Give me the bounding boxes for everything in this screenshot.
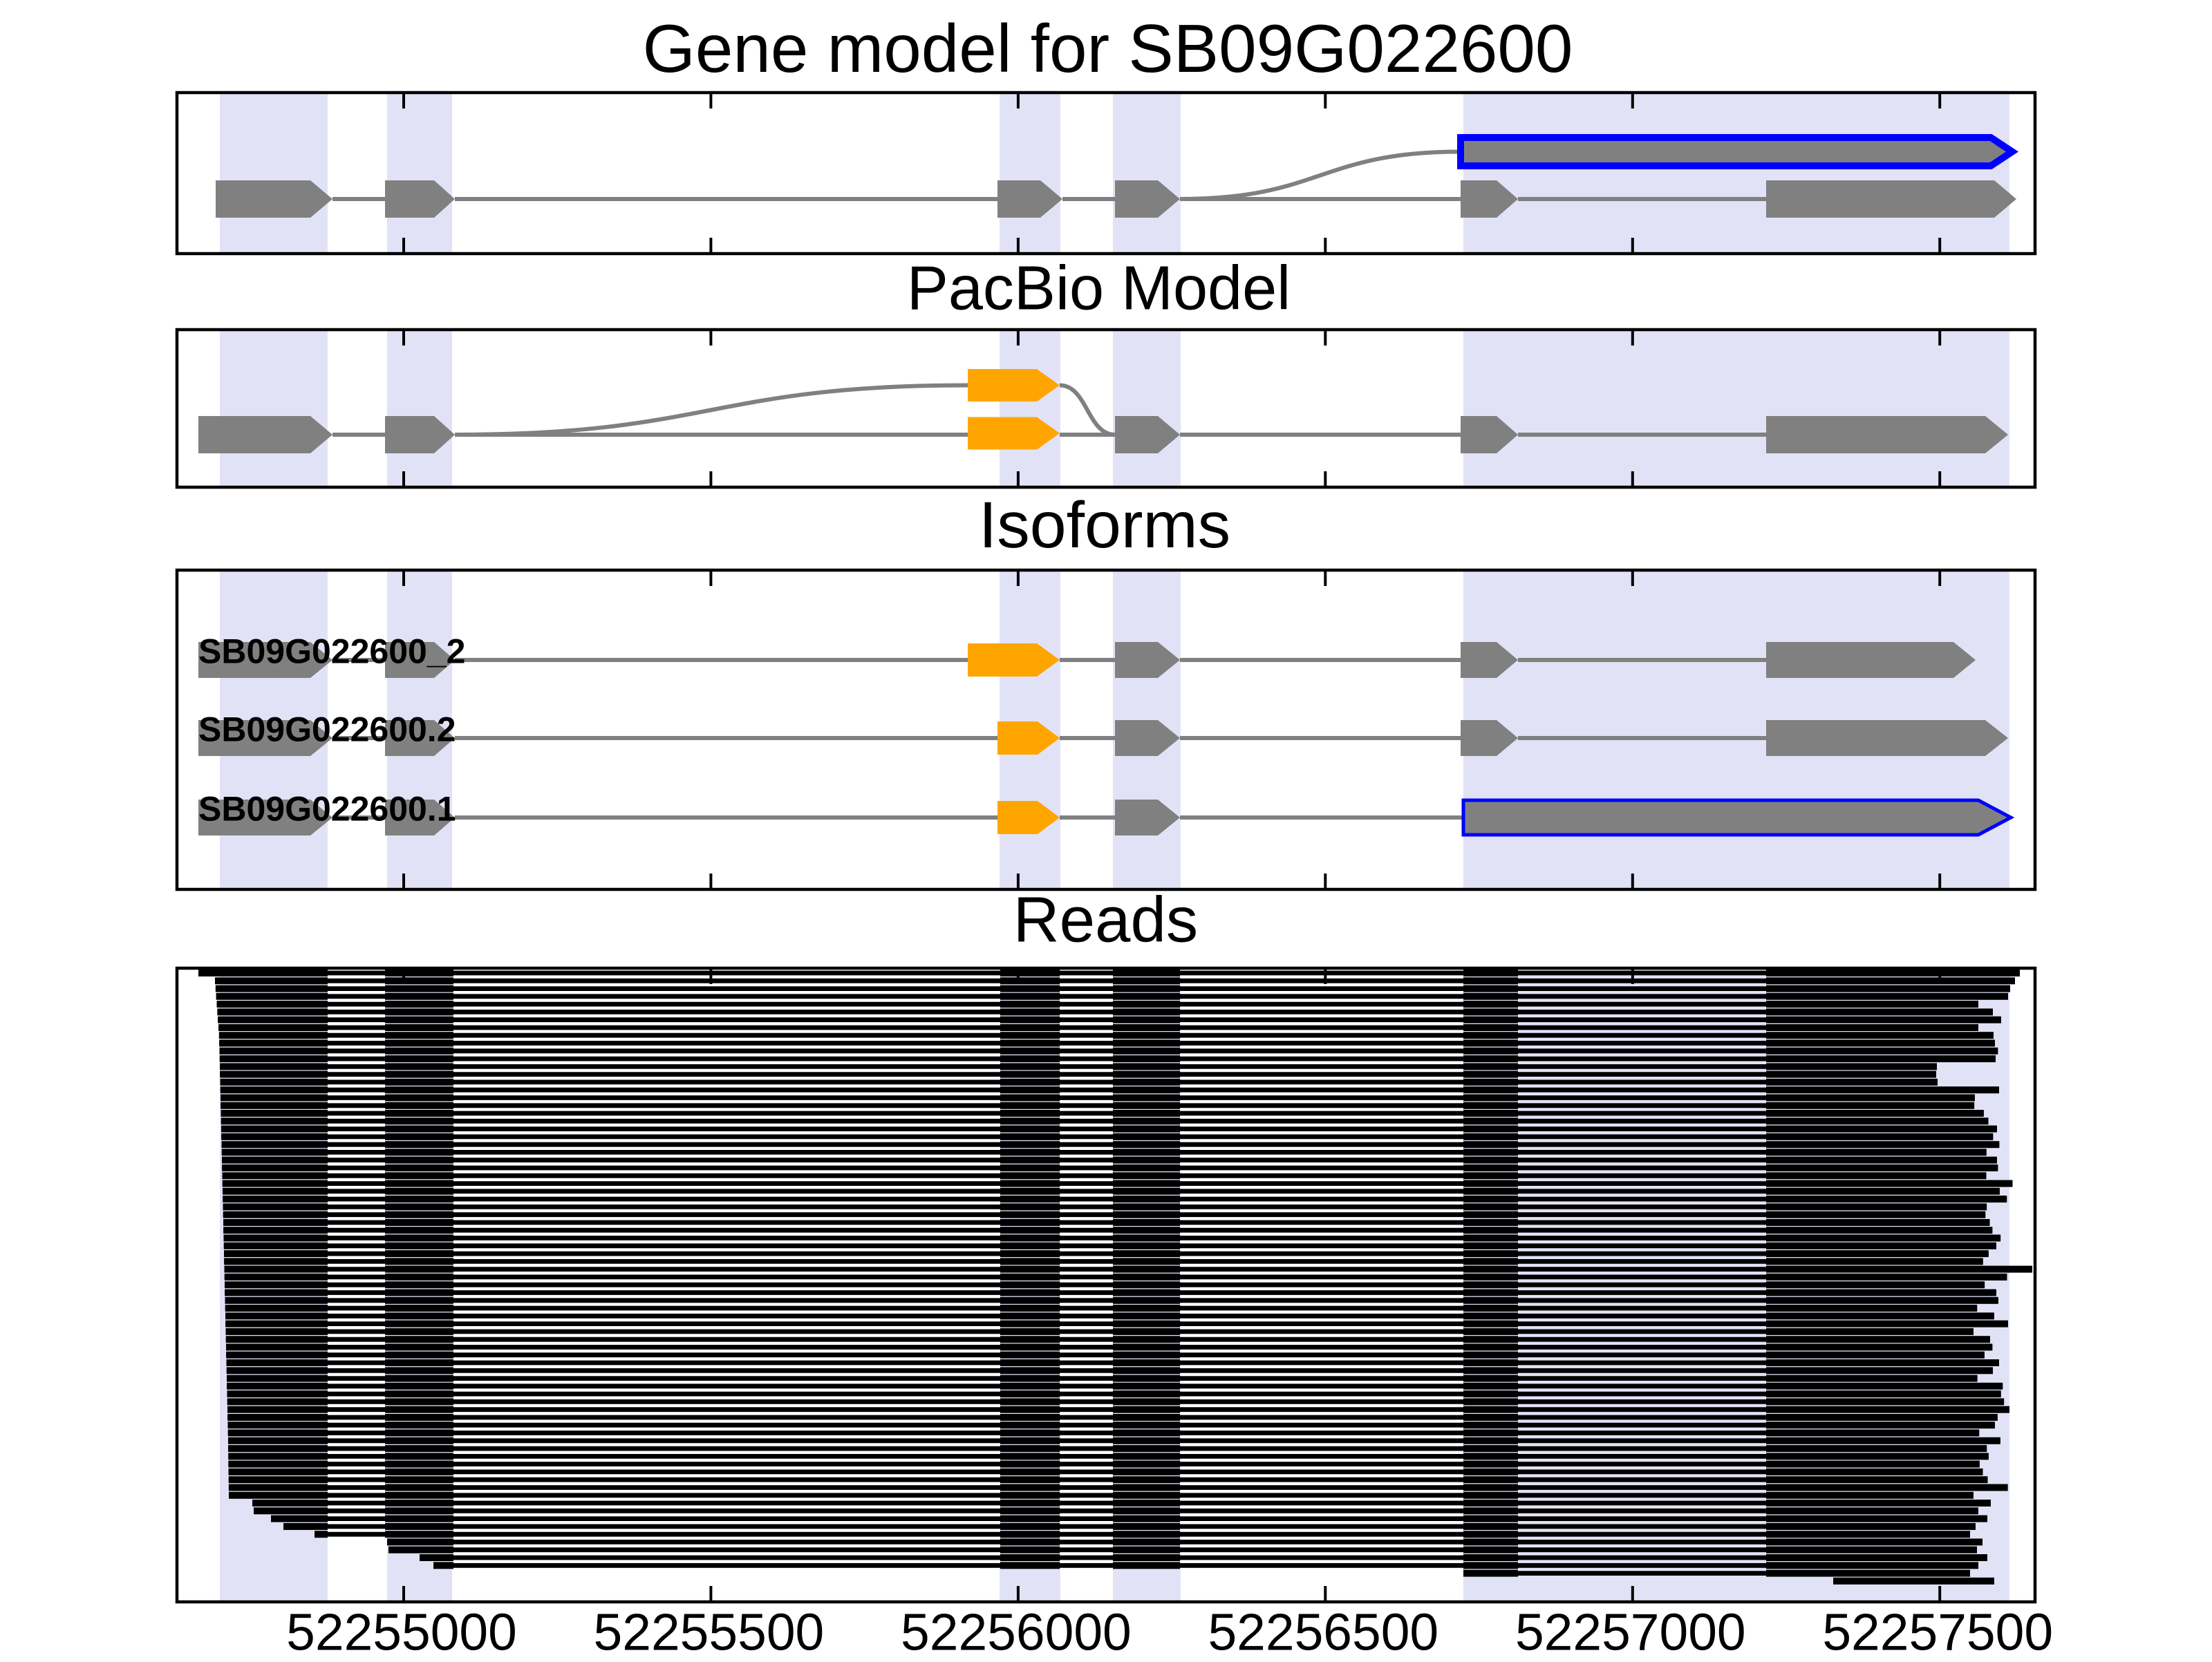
svg-text:SB09G022600.1: SB09G022600.1 bbox=[198, 790, 456, 829]
svg-text:Reads: Reads bbox=[1013, 883, 1198, 955]
svg-text:Gene model for SB09G022600: Gene model for SB09G022600 bbox=[643, 10, 1573, 86]
svg-text:52256500: 52256500 bbox=[1208, 1603, 1438, 1659]
svg-text:PacBio Model: PacBio Model bbox=[907, 254, 1291, 323]
svg-text:52257000: 52257000 bbox=[1515, 1603, 1746, 1659]
svg-text:Isoforms: Isoforms bbox=[979, 489, 1230, 562]
svg-text:52257500: 52257500 bbox=[1822, 1603, 2053, 1659]
svg-text:52255500: 52255500 bbox=[594, 1603, 825, 1659]
svg-text:SB09G022600_2: SB09G022600_2 bbox=[198, 632, 465, 671]
svg-text:52256000: 52256000 bbox=[901, 1603, 1132, 1659]
svg-text:52255000: 52255000 bbox=[286, 1603, 517, 1659]
svg-text:SB09G022600.2: SB09G022600.2 bbox=[198, 710, 456, 749]
